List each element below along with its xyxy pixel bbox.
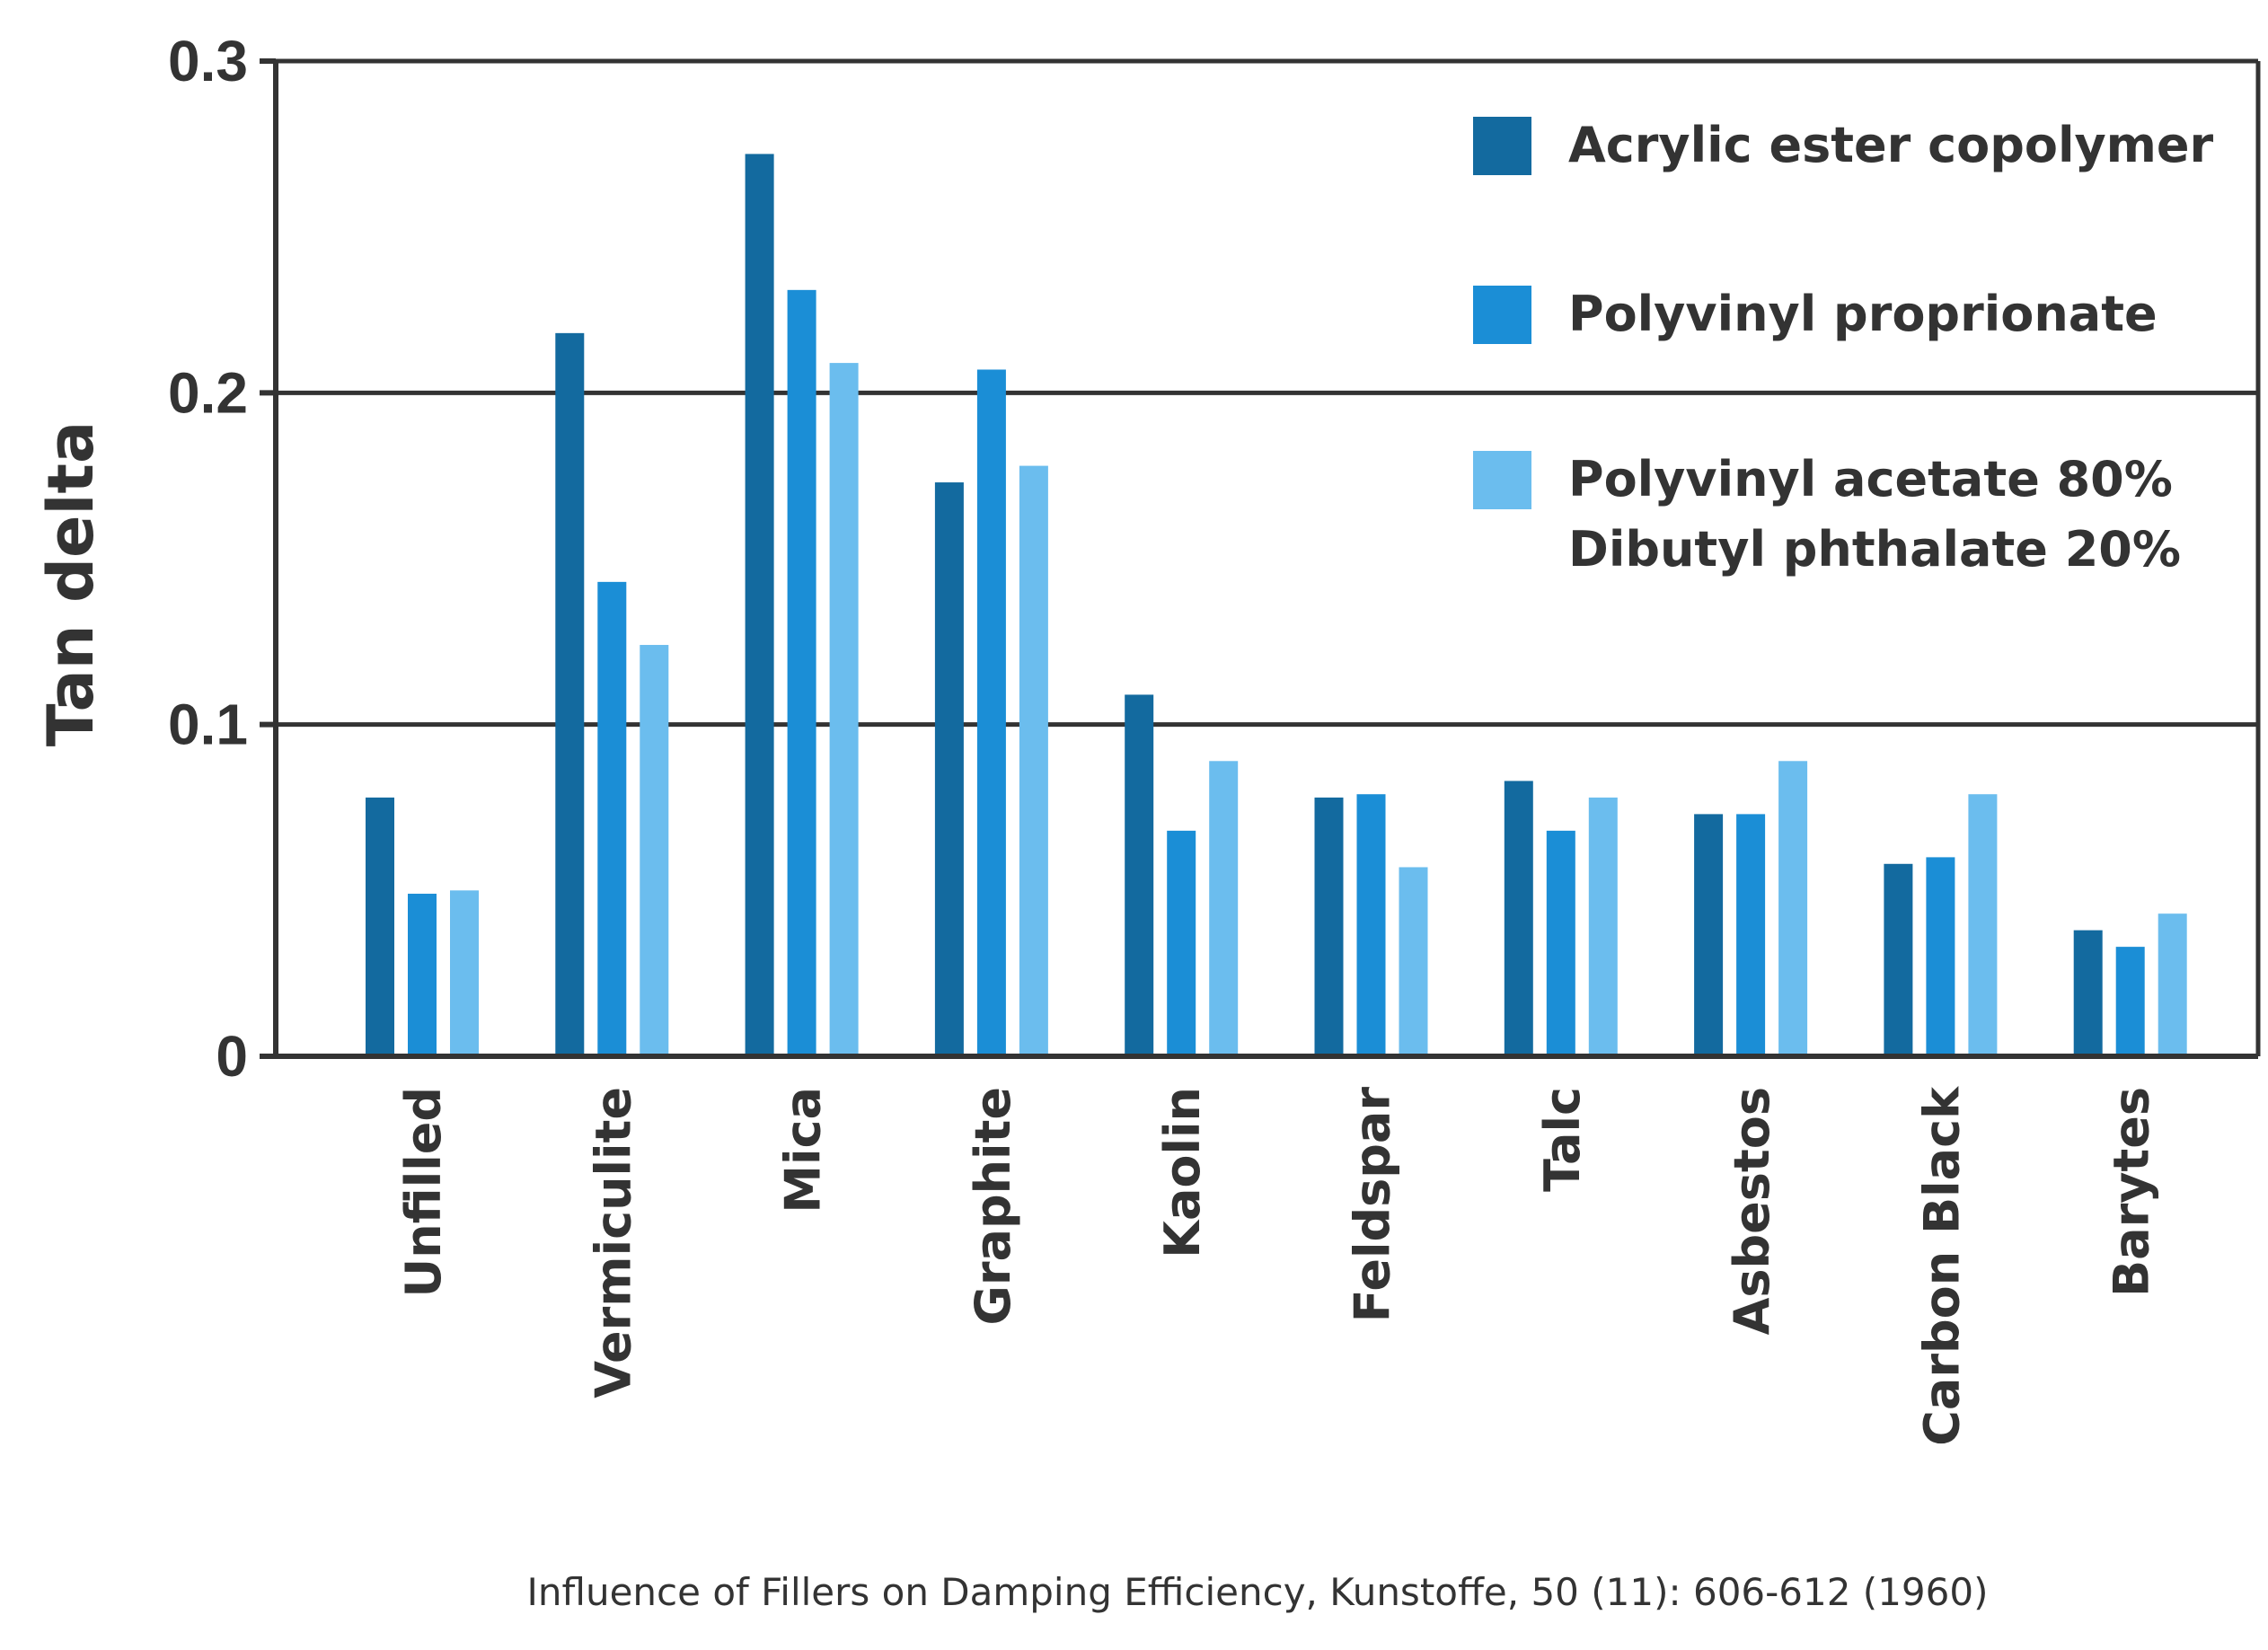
legend-label: Polyvinyl proprionate bbox=[1568, 286, 2158, 342]
x-tick-label: Graphite bbox=[965, 1087, 1021, 1325]
x-tick-label: Carbon Black bbox=[1913, 1086, 1970, 1446]
bar bbox=[555, 332, 585, 1056]
x-tick-label: Asbestos bbox=[1724, 1087, 1780, 1335]
legend-label-line2: Dibutyl phthalate 20% bbox=[1568, 521, 2181, 578]
y-tick-label: 0.3 bbox=[168, 29, 248, 93]
bar bbox=[597, 581, 627, 1056]
x-tick-label: Mica bbox=[775, 1087, 832, 1213]
bar bbox=[450, 890, 479, 1056]
y-tick-label: 0.1 bbox=[168, 693, 248, 757]
bar bbox=[408, 894, 437, 1056]
x-tick-label: Unfilled bbox=[395, 1087, 452, 1298]
bar bbox=[1209, 761, 1239, 1056]
bars bbox=[366, 154, 2187, 1057]
x-tick-label: Feldspar bbox=[1345, 1087, 1401, 1323]
x-tick-label: Vermiculite bbox=[585, 1087, 641, 1399]
bar bbox=[1167, 830, 1196, 1056]
bar bbox=[2158, 913, 2187, 1056]
bar bbox=[1019, 465, 1048, 1056]
bar bbox=[1926, 857, 1955, 1056]
legend-label: Polyvinyl acetate 80% bbox=[1568, 451, 2173, 507]
source-note: Influence of Fillers on Damping Efficien… bbox=[527, 1570, 1989, 1614]
x-tick-label: Talc bbox=[1534, 1087, 1591, 1192]
bar bbox=[2073, 930, 2103, 1056]
legend-swatch bbox=[1473, 286, 1531, 344]
bar bbox=[640, 645, 669, 1056]
bar bbox=[1884, 863, 1913, 1056]
x-category-labels: Unfilled Vermiculite Mica Graphite Kaolin Fel… bbox=[395, 1086, 2160, 1446]
legend-swatch bbox=[1473, 117, 1531, 175]
bar bbox=[787, 289, 816, 1057]
y-tick-labels: 0 0.1 0.2 0.3 bbox=[168, 29, 248, 1089]
legend-swatch bbox=[1473, 451, 1531, 509]
bar bbox=[1736, 814, 1766, 1056]
legend: Acrylic ester copolymer Polyvinyl proprio… bbox=[1473, 117, 2214, 578]
bar bbox=[1125, 694, 1154, 1056]
y-tick-label: 0.2 bbox=[168, 360, 248, 425]
bar bbox=[1356, 794, 1386, 1056]
bar bbox=[1968, 794, 1998, 1056]
bar bbox=[1588, 797, 1618, 1056]
bar bbox=[1694, 814, 1724, 1056]
bar bbox=[1546, 830, 1575, 1056]
bar bbox=[976, 369, 1006, 1057]
bar bbox=[366, 797, 394, 1056]
bar bbox=[2115, 947, 2145, 1056]
x-tick-label: Kaolin bbox=[1154, 1087, 1211, 1258]
y-tick-label: 0 bbox=[216, 1024, 248, 1089]
bar bbox=[934, 482, 964, 1056]
bar bbox=[829, 363, 859, 1056]
axes bbox=[260, 58, 2261, 1059]
bar bbox=[1778, 761, 1808, 1056]
legend-label: Acrylic ester copolymer bbox=[1568, 117, 2214, 173]
bar bbox=[745, 154, 774, 1056]
bar bbox=[1504, 781, 1533, 1056]
x-tick-label: Barytes bbox=[2104, 1087, 2160, 1297]
y-axis-label: Tan delta bbox=[34, 421, 108, 746]
bar bbox=[1399, 867, 1428, 1056]
bar bbox=[1314, 797, 1344, 1056]
